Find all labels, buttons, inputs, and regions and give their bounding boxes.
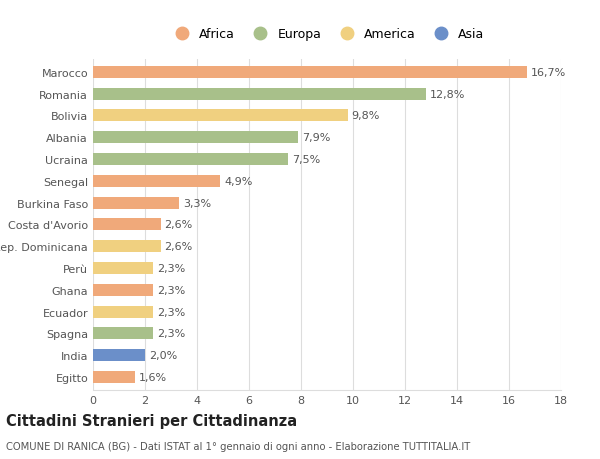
Text: 4,9%: 4,9% xyxy=(224,176,253,186)
Text: 3,3%: 3,3% xyxy=(182,198,211,208)
Text: 2,3%: 2,3% xyxy=(157,329,185,339)
Bar xyxy=(93,89,426,101)
Text: 7,5%: 7,5% xyxy=(292,155,320,165)
Text: 2,0%: 2,0% xyxy=(149,350,177,360)
Bar xyxy=(93,175,220,187)
Text: 1,6%: 1,6% xyxy=(139,372,167,382)
Text: 2,3%: 2,3% xyxy=(157,263,185,274)
Text: COMUNE DI RANICA (BG) - Dati ISTAT al 1° gennaio di ogni anno - Elaborazione TUT: COMUNE DI RANICA (BG) - Dati ISTAT al 1°… xyxy=(6,441,470,451)
Bar xyxy=(93,371,134,383)
Bar xyxy=(93,110,348,122)
Bar xyxy=(93,219,161,231)
Bar xyxy=(93,154,288,166)
Text: 16,7%: 16,7% xyxy=(531,68,566,78)
Text: 7,9%: 7,9% xyxy=(302,133,331,143)
Text: 9,8%: 9,8% xyxy=(352,111,380,121)
Bar xyxy=(93,263,153,274)
Bar xyxy=(93,197,179,209)
Text: 12,8%: 12,8% xyxy=(430,90,465,100)
Bar xyxy=(93,328,153,340)
Text: 2,3%: 2,3% xyxy=(157,285,185,295)
Text: 2,3%: 2,3% xyxy=(157,307,185,317)
Bar xyxy=(93,306,153,318)
Bar xyxy=(93,241,161,252)
Bar xyxy=(93,132,298,144)
Bar xyxy=(93,284,153,296)
Legend: Africa, Europa, America, Asia: Africa, Europa, America, Asia xyxy=(164,23,490,46)
Text: 2,6%: 2,6% xyxy=(164,241,193,252)
Text: 2,6%: 2,6% xyxy=(164,220,193,230)
Bar xyxy=(93,67,527,78)
Bar xyxy=(93,349,145,361)
Text: Cittadini Stranieri per Cittadinanza: Cittadini Stranieri per Cittadinanza xyxy=(6,413,297,428)
